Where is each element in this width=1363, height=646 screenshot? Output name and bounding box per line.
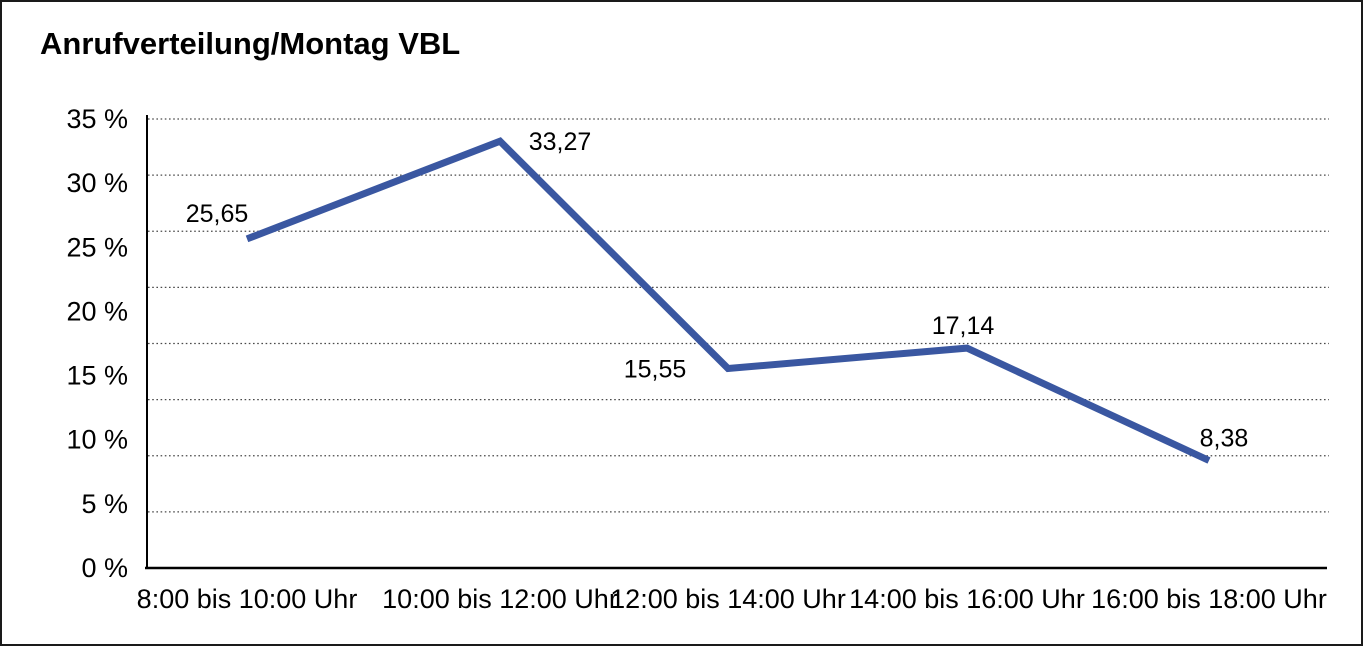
y-tick-label: 0 % [81,553,128,583]
y-tick-label: 15 % [66,361,128,391]
y-tick-label: 25 % [66,232,128,262]
y-tick-label: 35 % [66,104,128,134]
data-series-line [245,137,1211,464]
y-tick-label: 10 % [66,425,128,455]
x-category-label: 10:00 bis 12:00 Uhr [382,584,618,614]
x-category-label: 8:00 bis 10:00 Uhr [137,584,358,614]
y-tick-label: 20 % [66,296,128,326]
data-point-value-label: 8,38 [1200,424,1249,452]
x-category-label: 12:00 bis 14:00 Uhr [610,584,846,614]
data-point-value-label: 15,55 [624,356,687,384]
data-point-value-label: 17,14 [932,312,995,340]
data-point-value-label: 33,27 [529,128,592,156]
y-tick-label: 30 % [66,168,128,198]
chart-title: Anrufverteilung/Montag VBL [40,26,461,61]
y-tick-label: 5 % [81,489,128,519]
x-category-label: 16:00 bis 18:00 Uhr [1091,584,1327,614]
data-point-value-label: 25,65 [186,200,249,228]
x-category-label: 14:00 bis 16:00 Uhr [849,584,1085,614]
